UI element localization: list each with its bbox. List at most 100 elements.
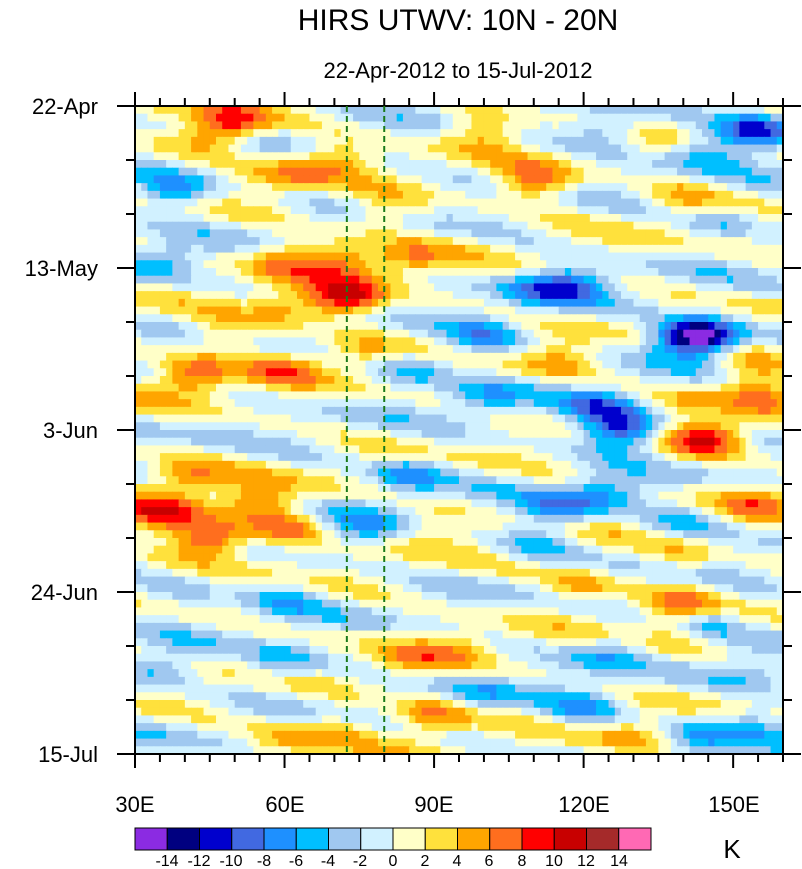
heatmap-cell — [228, 190, 236, 200]
heatmap-cell — [172, 291, 180, 300]
heatmap-cell — [353, 136, 360, 146]
heatmap-cell — [303, 129, 311, 138]
heatmap-cell — [209, 283, 217, 292]
heatmap-cell — [764, 152, 772, 161]
heatmap-cell — [589, 106, 597, 115]
heatmap-cell — [272, 268, 279, 277]
heatmap-cell — [234, 221, 242, 231]
heatmap-cell — [371, 206, 379, 215]
heatmap-cell — [228, 106, 236, 115]
heatmap-cell — [708, 268, 716, 277]
heatmap-cell — [309, 206, 317, 215]
heatmap-cell — [440, 422, 448, 431]
heatmap-cell — [577, 129, 585, 138]
heatmap-cell — [446, 121, 454, 130]
heatmap-cell — [191, 275, 198, 285]
heatmap-cell — [589, 152, 597, 161]
heatmap-cell — [228, 129, 236, 138]
heatmap-cell — [197, 268, 205, 277]
heatmap-cell — [720, 221, 728, 231]
heatmap-cell — [496, 190, 504, 200]
heatmap-cell — [776, 391, 784, 400]
heatmap-cell — [477, 244, 485, 254]
heatmap-cell — [708, 198, 716, 207]
heatmap-cell — [477, 298, 485, 308]
heatmap-cell — [365, 345, 373, 354]
heatmap-cell — [614, 352, 622, 362]
heatmap-cell — [253, 190, 261, 200]
heatmap-cell — [328, 229, 335, 238]
heatmap-cell — [216, 298, 223, 308]
heatmap-cell — [477, 391, 485, 400]
heatmap-cell — [739, 430, 747, 439]
heatmap-cell — [353, 468, 360, 477]
heatmap-cell — [259, 445, 267, 454]
heatmap-cell — [627, 376, 635, 385]
heatmap-cell — [527, 275, 535, 285]
heatmap-cell — [515, 214, 522, 223]
heatmap-cell — [253, 430, 261, 439]
heatmap-cell — [222, 291, 230, 300]
heatmap-cell — [346, 430, 354, 439]
heatmap-cell — [309, 383, 317, 393]
heatmap-cell — [521, 430, 529, 439]
heatmap-cell — [764, 460, 772, 470]
heatmap-cell — [297, 121, 304, 130]
heatmap-cell — [477, 198, 485, 207]
heatmap-cell — [533, 453, 541, 462]
heatmap-cell — [695, 121, 703, 130]
heatmap-cell — [240, 430, 248, 439]
heatmap-cell — [751, 314, 759, 323]
heatmap-cell — [639, 268, 647, 277]
heatmap-cell — [240, 252, 248, 261]
heatmap-cell — [670, 214, 678, 223]
heatmap-cell — [259, 260, 267, 269]
heatmap-cell — [645, 376, 653, 385]
heatmap-cell — [652, 360, 659, 369]
heatmap-cell — [708, 406, 716, 416]
heatmap-cell — [328, 136, 335, 146]
heatmap-cell — [166, 468, 173, 477]
heatmap-cell — [390, 291, 398, 300]
heatmap-cell — [577, 252, 585, 261]
heatmap-cell — [465, 383, 473, 393]
heatmap-cell — [303, 144, 311, 153]
heatmap-cell — [390, 106, 398, 115]
heatmap-cell — [247, 453, 254, 462]
heatmap-cell — [321, 160, 329, 169]
heatmap-cell — [689, 229, 697, 238]
heatmap-cell — [396, 298, 404, 308]
heatmap-cell — [533, 352, 541, 362]
heatmap-cell — [147, 437, 155, 447]
heatmap-cell — [733, 298, 740, 308]
heatmap-cell — [658, 437, 666, 447]
heatmap-cell — [621, 144, 628, 153]
heatmap-cell — [178, 422, 186, 431]
heatmap-cell — [571, 283, 578, 292]
heatmap-cell — [739, 221, 747, 231]
heatmap-cell — [677, 422, 684, 431]
heatmap-cell — [614, 430, 622, 439]
heatmap-cell — [658, 113, 666, 123]
heatmap-cell — [396, 160, 404, 169]
heatmap-cell — [402, 244, 410, 254]
heatmap-cell — [552, 129, 560, 138]
heatmap-cell — [384, 468, 392, 477]
heatmap-cell — [677, 399, 684, 408]
heatmap-cell — [297, 430, 304, 439]
heatmap-cell — [340, 183, 348, 192]
heatmap-cell — [633, 406, 641, 416]
heatmap-cell — [203, 422, 211, 431]
heatmap-cell — [384, 352, 392, 362]
heatmap-cell — [197, 144, 205, 153]
heatmap-cell — [589, 298, 597, 308]
heatmap-cell — [440, 445, 448, 454]
heatmap-cell — [346, 190, 354, 200]
heatmap-cell — [340, 298, 348, 308]
heatmap-cell — [739, 453, 747, 462]
heatmap-cell — [533, 136, 541, 146]
heatmap-cell — [546, 360, 554, 369]
heatmap-cell — [365, 383, 373, 393]
heatmap-cell — [346, 152, 354, 161]
heatmap-cell — [452, 291, 460, 300]
